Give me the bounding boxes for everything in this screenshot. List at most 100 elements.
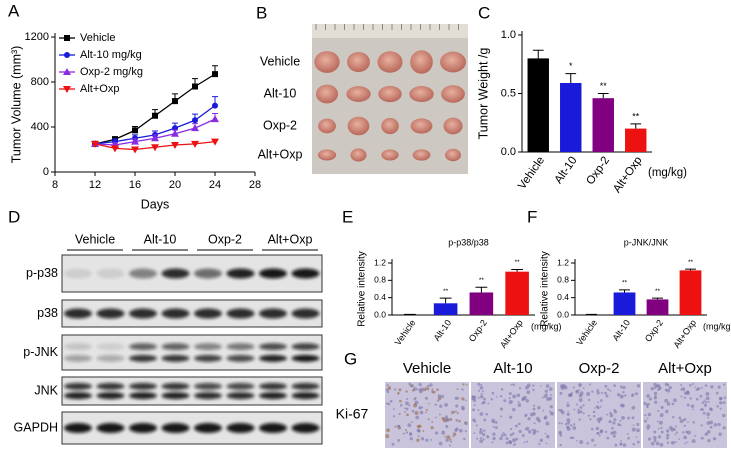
- cell: [719, 397, 723, 401]
- cell: [414, 410, 419, 415]
- cell: [458, 419, 461, 423]
- blot-band: [259, 382, 287, 390]
- cell: [632, 424, 635, 427]
- chart-title: p-p38/p38: [448, 237, 489, 247]
- cell: [510, 383, 513, 386]
- blot-band: [194, 343, 222, 351]
- cell: [499, 394, 503, 398]
- cell: [479, 395, 484, 399]
- cell: [445, 438, 449, 442]
- tumor: [314, 51, 340, 73]
- cell: [723, 396, 727, 399]
- cell: [558, 422, 561, 425]
- blot-band: [194, 354, 222, 362]
- x-tick-label: 20: [169, 179, 181, 191]
- cell: [579, 410, 583, 414]
- cell: [685, 430, 689, 434]
- cell: [545, 421, 550, 426]
- cell: [505, 437, 509, 441]
- cell: [420, 437, 425, 441]
- cell: [719, 407, 722, 410]
- cell: [532, 407, 536, 411]
- tumor: [317, 149, 337, 161]
- x-tick-label: Alt+Oxp: [498, 318, 525, 350]
- cell: [544, 432, 547, 435]
- cell: [623, 395, 626, 397]
- cell: [500, 434, 504, 437]
- cell: [582, 412, 585, 415]
- cell: [596, 391, 600, 395]
- cell: [405, 390, 408, 393]
- blot-band: [96, 392, 125, 400]
- cell: [626, 433, 629, 435]
- cell: [397, 438, 401, 442]
- error-bar: [565, 73, 577, 83]
- cell: [531, 428, 534, 432]
- cell: [683, 396, 687, 399]
- cell: [666, 402, 671, 406]
- cell: [482, 400, 486, 404]
- cell: [644, 419, 648, 423]
- x-tick-label: Alt-10: [553, 155, 580, 186]
- cell: [570, 424, 573, 427]
- significance-label: **: [655, 288, 661, 295]
- cell: [606, 388, 610, 391]
- cell: [480, 383, 483, 386]
- cell: [483, 418, 487, 422]
- cell: [539, 438, 544, 443]
- cell: [572, 426, 577, 430]
- cell: [444, 403, 449, 407]
- cell: [449, 418, 453, 422]
- error-bar: [532, 49, 544, 59]
- cell: [678, 416, 682, 420]
- cell: [389, 399, 393, 403]
- x-tick-label: 28: [249, 179, 261, 191]
- blot-band: [96, 268, 125, 279]
- cell: [475, 424, 478, 427]
- cell: [482, 429, 486, 432]
- cell: [536, 430, 539, 433]
- unit-label: (mg/kg): [703, 321, 731, 331]
- cell: [456, 388, 459, 391]
- cell: [669, 425, 673, 430]
- blot-band: [64, 382, 92, 390]
- cell: [672, 415, 675, 419]
- cell: [707, 439, 711, 443]
- cell: [610, 431, 614, 435]
- point: [111, 145, 119, 153]
- cell: [646, 424, 651, 429]
- cell: [492, 425, 495, 428]
- cell: [482, 438, 485, 441]
- cell: [455, 419, 459, 422]
- cell: [631, 416, 635, 420]
- row-label: Alt-10: [264, 86, 297, 100]
- y-tick-label: 800: [31, 76, 49, 88]
- blot-band: [96, 343, 125, 351]
- row-label: p-p38: [26, 266, 58, 280]
- x-tick-label: Oxp-2: [584, 155, 612, 188]
- cell: [647, 412, 652, 417]
- cell: [577, 408, 580, 412]
- cell: [645, 405, 649, 409]
- cell: [597, 401, 599, 404]
- legend-marker: [63, 86, 71, 93]
- error-bar: [652, 297, 663, 300]
- row-label: Vehicle: [260, 54, 300, 68]
- cell: [587, 414, 591, 417]
- cell: [455, 410, 458, 413]
- unit-label: (mg/kg): [531, 321, 562, 331]
- column-label: Alt+Oxp: [658, 360, 712, 377]
- cell: [495, 395, 498, 398]
- cell: [632, 442, 636, 446]
- cell: [472, 398, 477, 402]
- row-label: JNK: [34, 383, 58, 397]
- x-tick-label: 12: [89, 179, 101, 191]
- chart-title: p-JNK/JNK: [624, 237, 669, 247]
- cell: [537, 419, 541, 423]
- cell: [418, 388, 422, 391]
- group-label: Alt+Oxp: [268, 232, 313, 246]
- cell: [458, 428, 463, 433]
- cell: [654, 395, 657, 398]
- blot-band: [161, 268, 190, 279]
- cell: [609, 413, 614, 418]
